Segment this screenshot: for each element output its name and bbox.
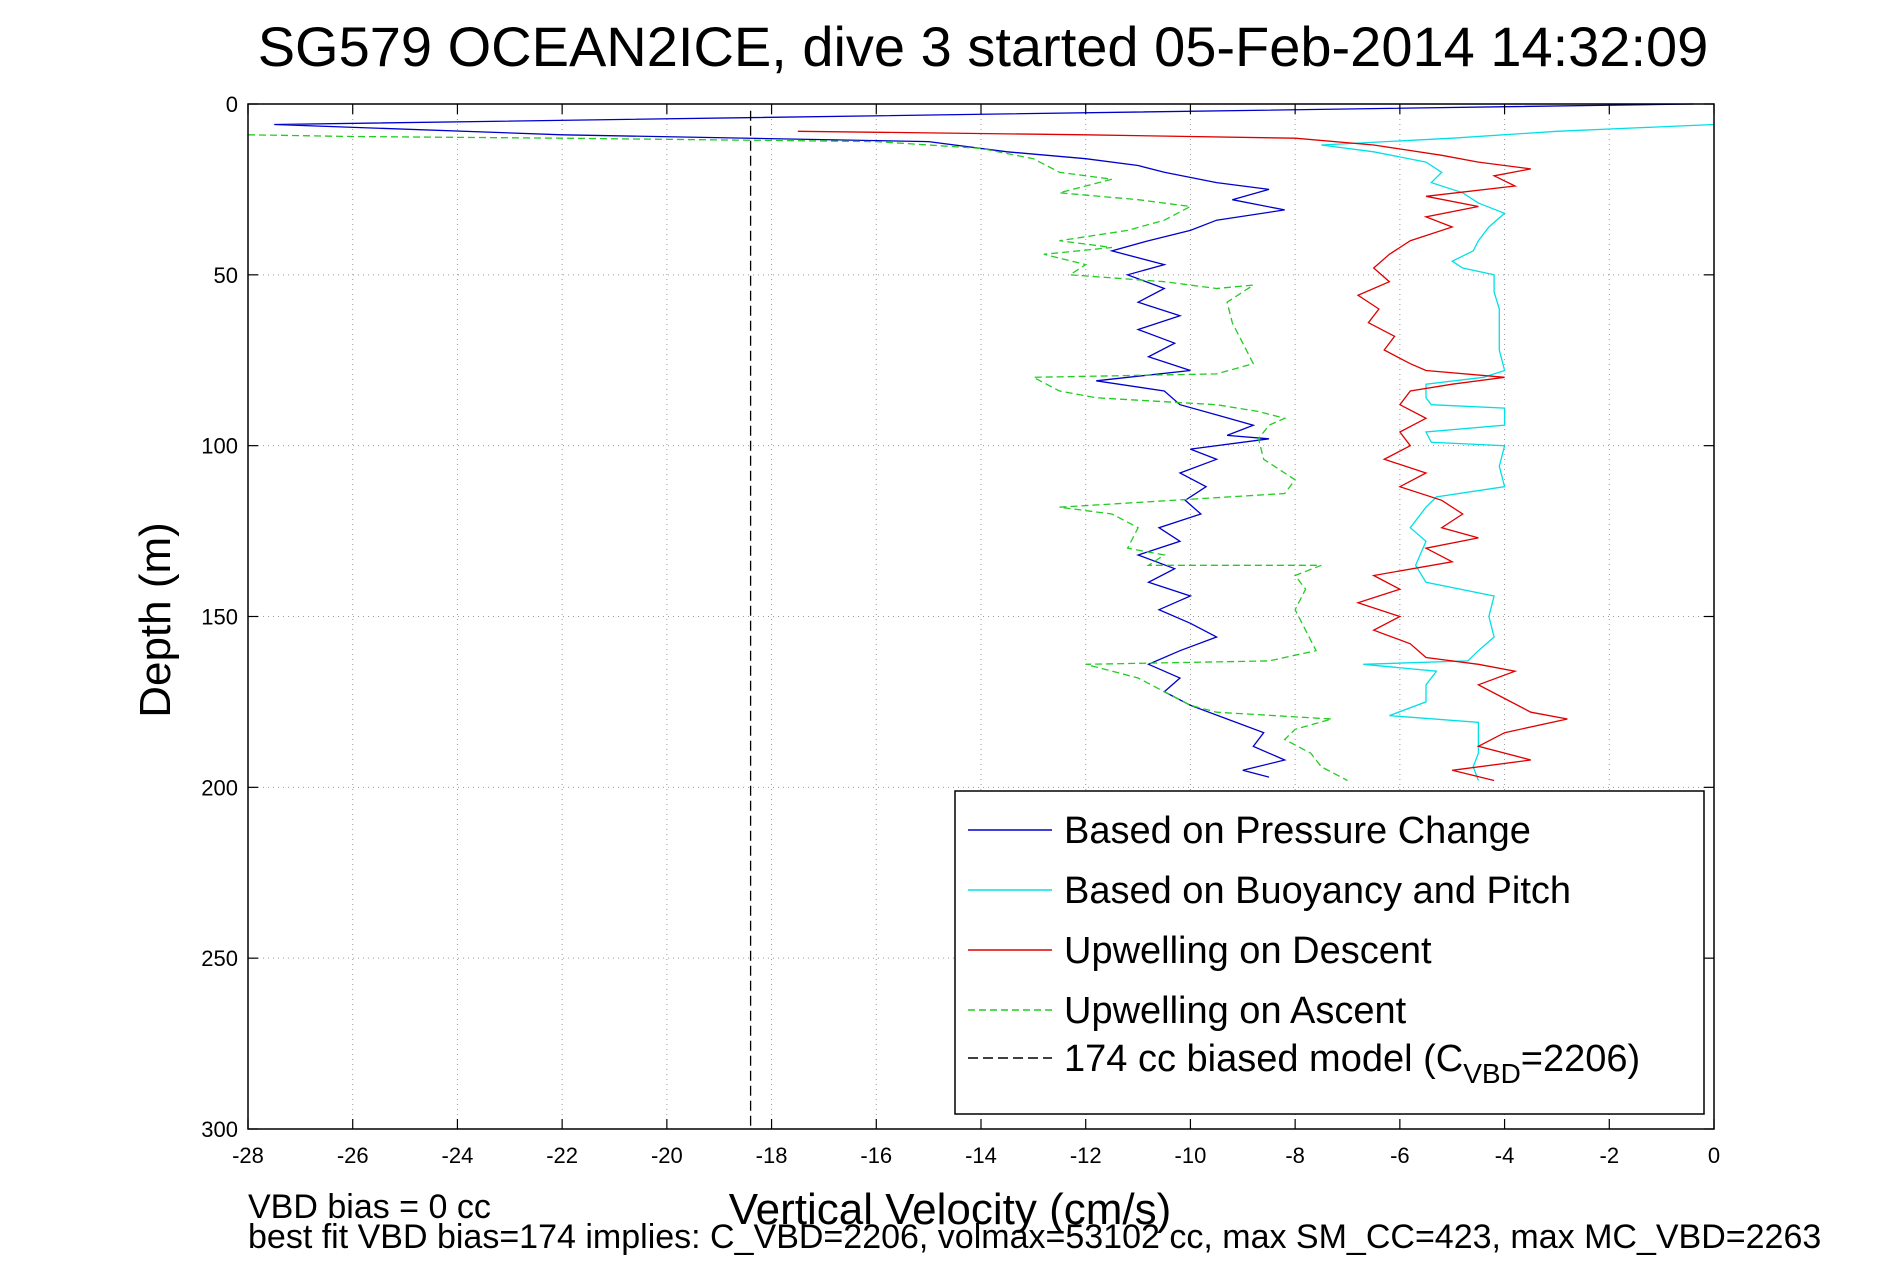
annotation-bias: VBD bias = 0 cc (248, 1188, 491, 1226)
y-axis-ticks: 0 50 100 150 200 250 300 (201, 92, 1714, 1142)
y-tick-label: 150 (201, 605, 238, 630)
chart-title: SG579 OCEAN2ICE, dive 3 started 05-Feb-2… (258, 15, 1709, 78)
legend: Based on Pressure Change Based on Buoyanc… (954, 790, 1705, 1115)
x-axis-label: Vertical Velocity (cm/s) (729, 1185, 1172, 1234)
x-tick-label: -10 (1175, 1143, 1207, 1168)
series-line-3 (247, 134, 1348, 782)
x-tick-label: -14 (965, 1143, 997, 1168)
legend-label-3: Upwelling on Ascent (1064, 990, 1407, 1032)
y-tick-label: 300 (201, 1117, 238, 1142)
annotation-best-fit: best fit VBD bias=174 implies: C_VBD=220… (248, 1218, 1821, 1256)
x-tick-label: -16 (860, 1143, 892, 1168)
x-tick-label: -4 (1495, 1143, 1515, 1168)
legend-label-0: Based on Pressure Change (1064, 810, 1531, 852)
x-tick-label: -12 (1070, 1143, 1102, 1168)
series-line-0 (274, 103, 1694, 778)
x-tick-label: -24 (442, 1143, 474, 1168)
y-tick-label: 0 (226, 92, 238, 117)
x-tick-label: -8 (1285, 1143, 1305, 1168)
legend-label-4: 174 cc biased model (CVBD=2206) (1064, 1038, 1640, 1089)
x-tick-label: -22 (546, 1143, 578, 1168)
legend-label-2: Upwelling on Descent (1064, 930, 1432, 972)
x-axis-ticks: -28 -26 -24 -22 -20 -18 -16 -14 -12 -10 -8 -6 -4 -2 0 (232, 104, 1720, 1168)
x-tick-label: -26 (337, 1143, 369, 1168)
series-line-1 (1321, 123, 1715, 781)
x-tick-label: -2 (1600, 1143, 1620, 1168)
y-tick-label: 50 (214, 263, 238, 288)
x-tick-label: -20 (651, 1143, 683, 1168)
x-tick-label: -28 (232, 1143, 264, 1168)
y-tick-label: 250 (201, 946, 238, 971)
legend-box (954, 790, 1705, 1115)
x-tick-label: -6 (1390, 1143, 1410, 1168)
x-tick-label: 0 (1708, 1143, 1720, 1168)
series-lines (247, 103, 1715, 1129)
grid-lines (248, 104, 1714, 1129)
legend-label-1: Based on Buoyancy and Pitch (1064, 870, 1571, 912)
y-axis-label: Depth (m) (131, 522, 180, 718)
x-tick-label: -18 (756, 1143, 788, 1168)
y-tick-label: 200 (201, 775, 238, 800)
series-line-2 (797, 130, 1568, 782)
y-tick-label: 100 (201, 434, 238, 459)
